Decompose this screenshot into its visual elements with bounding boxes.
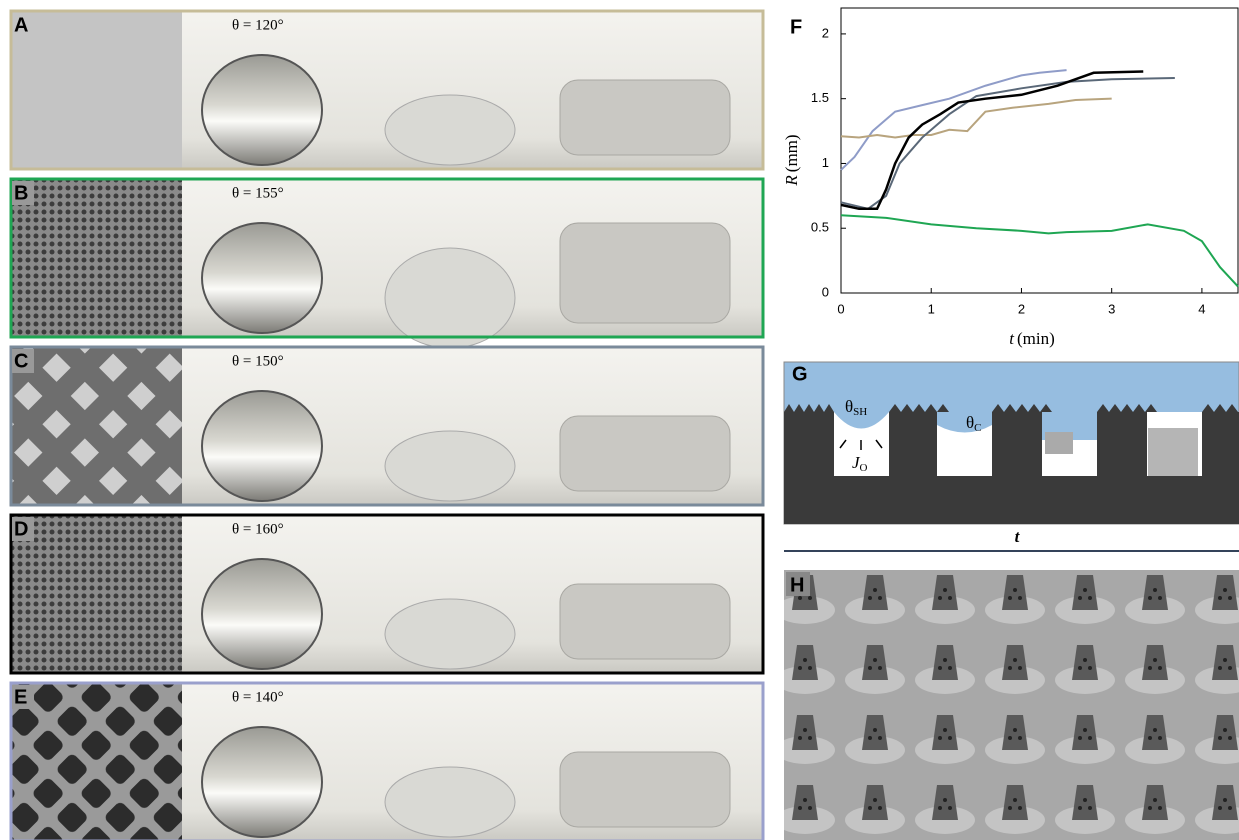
crystal — [1045, 432, 1073, 454]
panel-label: D — [14, 518, 28, 540]
y-tick-label: 1.5 — [811, 90, 829, 105]
contact-angle: θ = 150° — [232, 353, 284, 369]
x-tick-label: 2 — [1018, 301, 1025, 316]
y-tick-label: 2 — [822, 25, 829, 40]
panel-label: F — [790, 16, 802, 38]
crystal — [385, 767, 515, 837]
contact-angle: θ = 155° — [232, 185, 284, 201]
chart-f: 0 0.5 1 1.5 2 0 1 2 3 4 Ft(min) R (mm) — [782, 8, 1238, 348]
crystal — [560, 752, 730, 827]
series-line — [841, 78, 1175, 209]
x-tick-label: 4 — [1198, 301, 1205, 316]
droplet — [202, 391, 322, 501]
crystal — [560, 416, 730, 491]
panel-label: E — [14, 686, 27, 708]
symbol: θ — [966, 413, 974, 432]
panel-label: A — [14, 14, 28, 36]
droplet — [202, 55, 322, 165]
crystal — [385, 95, 515, 165]
symbol: R — [782, 175, 801, 187]
contact-angle: θ = 160° — [232, 521, 284, 537]
x-tick-label: 0 — [837, 301, 844, 316]
crystal — [1148, 428, 1198, 476]
series-line — [841, 215, 1238, 286]
crystal — [385, 599, 515, 669]
crystal — [385, 248, 515, 348]
subscript: O — [860, 462, 868, 474]
figure: Aθ = 120° Bθ = 155° Cθ = 150° Dθ = 160° Eθ =… — [0, 0, 1239, 840]
series-line — [841, 70, 1067, 170]
droplet — [202, 223, 322, 333]
contact-angle: θ = 120° — [232, 17, 284, 33]
symbol: t — [1009, 329, 1015, 348]
x-tick-label: 1 — [928, 301, 935, 316]
y-tick-label: 0 — [822, 284, 829, 299]
sem-image — [10, 682, 182, 840]
sem-image — [10, 178, 182, 338]
droplet — [202, 727, 322, 837]
series-line — [841, 71, 1143, 208]
contact-angle: θ = 140° — [232, 689, 284, 705]
droplet — [202, 559, 322, 669]
sem-image — [10, 10, 182, 170]
panel-label: H — [790, 574, 804, 596]
schematic: G θSH θC JO t — [784, 362, 1239, 551]
y-axis-label: R (mm) — [782, 134, 801, 186]
crystal — [560, 584, 730, 659]
x-axis-label: t(min) — [1009, 329, 1055, 348]
subscript: C — [974, 422, 981, 434]
panel-label: B — [14, 182, 28, 204]
x-tick-label: 3 — [1108, 301, 1115, 316]
y-tick-label: 1 — [822, 155, 829, 170]
sem-image — [10, 346, 182, 506]
unit: (mm) — [782, 134, 801, 172]
page: {"panels":[ {"label":"A","theta":"θ = 12… — [0, 0, 1239, 840]
subscript: SH — [853, 406, 867, 418]
panel-label: C — [14, 350, 28, 372]
time-axis-label: t — [1015, 527, 1021, 546]
crystal — [385, 431, 515, 501]
crystal — [560, 223, 730, 323]
series-line — [841, 99, 1112, 138]
micrograph: H — [784, 570, 1239, 840]
sem-image — [10, 514, 182, 674]
crystal — [560, 80, 730, 155]
unit: (min) — [1017, 329, 1055, 348]
sem-image — [784, 570, 1239, 840]
symbol: θ — [845, 397, 853, 416]
y-tick-label: 0.5 — [811, 220, 829, 235]
panel-label: G — [792, 363, 808, 385]
